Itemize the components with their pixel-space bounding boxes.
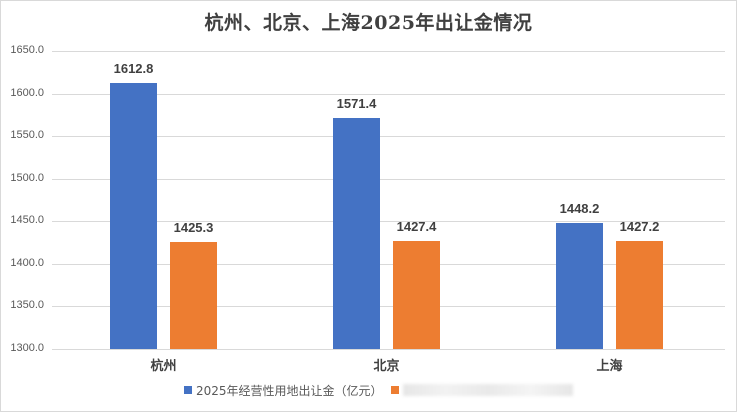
y-tick-label: 1500.0 [10, 171, 44, 184]
y-tick-label: 1550.0 [10, 129, 44, 142]
y-tick-label: 1600.0 [10, 86, 44, 99]
legend-item-series-2 [390, 384, 573, 396]
gridline [52, 93, 725, 95]
data-label: 1448.2 [559, 200, 600, 216]
legend: 2025年经营性用地出让金（亿元） [184, 382, 581, 398]
x-category-label: 北京 [373, 359, 400, 374]
legend-swatch-orange [390, 386, 399, 394]
bar-orange-2 [616, 240, 663, 349]
bar-blue-1 [333, 117, 380, 349]
bar-blue-2 [556, 222, 603, 349]
data-label: 1612.8 [113, 60, 154, 76]
gridline [52, 178, 725, 180]
legend-item-series-1: 2025年经营性用地出让金（亿元） [184, 382, 383, 399]
plot-area [52, 51, 725, 350]
bar-orange-0 [170, 242, 217, 349]
legend-label-series-2-obscured [402, 384, 573, 396]
gridline [52, 221, 725, 223]
data-label: 1571.4 [336, 95, 377, 111]
gridline [52, 51, 725, 52]
y-tick-label: 1650.0 [10, 44, 44, 56]
legend-label-series-1: 2025年经营性用地出让金（亿元） [196, 383, 383, 398]
x-category-label: 杭州 [150, 359, 177, 374]
y-tick-label: 1450.0 [10, 214, 44, 227]
y-tick-label: 1400.0 [10, 256, 44, 269]
data-label: 1427.2 [619, 218, 660, 234]
x-category-label: 上海 [596, 359, 623, 374]
legend-swatch-blue [184, 386, 192, 394]
gridline [52, 349, 725, 350]
y-tick-label: 1300.0 [10, 342, 44, 354]
bar-orange-1 [393, 240, 440, 349]
y-tick-label: 1350.0 [10, 299, 44, 312]
bar-blue-0 [110, 82, 157, 349]
gridline [52, 263, 725, 265]
chart-title: 杭州、北京、上海2025年出让金情况 [204, 12, 533, 34]
gridline [52, 306, 725, 308]
data-label: 1427.4 [396, 218, 437, 234]
data-label: 1425.3 [173, 220, 214, 236]
gridline [52, 136, 725, 138]
